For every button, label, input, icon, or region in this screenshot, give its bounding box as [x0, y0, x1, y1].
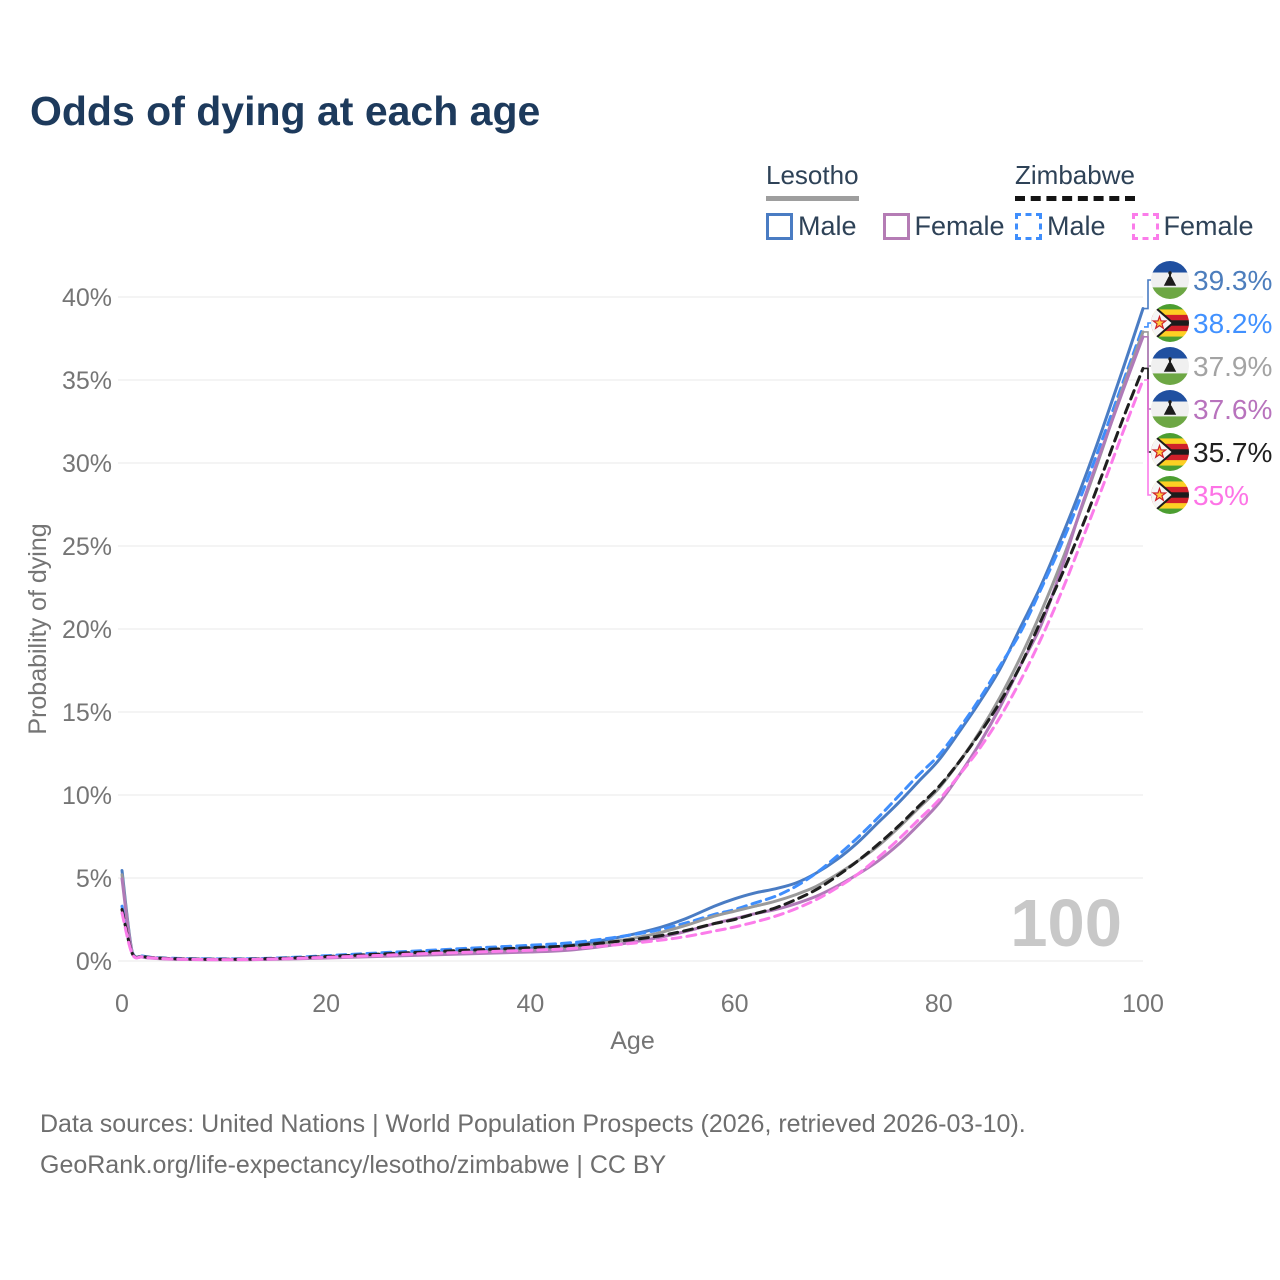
lesotho-female-swatch-icon — [882, 213, 910, 240]
legend-item-lesotho-female[interactable]: Female — [882, 211, 1005, 242]
legend-item-lesotho-male[interactable]: Male — [766, 211, 857, 242]
legend-group-lesotho: Lesotho Male Female — [766, 160, 1005, 242]
x-tick-label: 80 — [925, 990, 953, 1018]
y-tick-label: 0% — [76, 948, 112, 976]
legend-country-lesotho-label: Lesotho — [766, 160, 859, 201]
zimbabwe-flag-icon — [1151, 433, 1189, 471]
end-value-label-zimbabwe-female: 35% — [1193, 480, 1249, 511]
x-tick-label: 40 — [516, 990, 544, 1018]
y-tick-label: 15% — [62, 699, 112, 727]
legend-country-zimbabwe-label: Zimbabwe — [1015, 160, 1135, 201]
zimbabwe-flag-icon — [1151, 304, 1189, 342]
lesotho-flag-icon — [1151, 390, 1189, 428]
y-tick-label: 5% — [76, 865, 112, 893]
x-tick-label: 20 — [312, 990, 340, 1018]
y-tick-label: 40% — [62, 284, 112, 312]
footer-datasource: Data sources: United Nations | World Pop… — [40, 1110, 1026, 1138]
series-line-zimbabwe-male — [120, 325, 1145, 961]
legend-label-lesotho-male: Male — [798, 211, 857, 241]
end-value-label-lesotho-male: 39.3% — [1193, 265, 1272, 296]
end-value-label-zimbabwe-both: 35.7% — [1193, 437, 1272, 468]
footer: Data sources: United Nations | World Pop… — [40, 1104, 1026, 1186]
y-tick-label: 30% — [62, 450, 112, 478]
footer-attribution: GeoRank.org/life-expectancy/lesotho/zimb… — [40, 1151, 667, 1179]
x-tick-label: 60 — [721, 990, 749, 1018]
series-line-zimbabwe-both — [120, 366, 1145, 961]
y-tick-label: 35% — [62, 367, 112, 395]
series-line-lesotho-both — [120, 330, 1145, 962]
lesotho-flag-icon — [1151, 261, 1189, 299]
end-label-connector-zimbabwe-female — [1144, 379, 1151, 496]
y-tick-label: 10% — [62, 782, 112, 810]
y-axis-title: Probability of dying — [24, 523, 52, 734]
lesotho-flag-icon — [1151, 347, 1189, 385]
x-axis-title: Age — [610, 1027, 654, 1055]
age-counter-watermark: 100 — [1010, 886, 1122, 961]
x-tick-label: 100 — [1122, 990, 1164, 1018]
y-tick-label: 25% — [62, 533, 112, 561]
zimbabwe-male-swatch-icon — [1015, 213, 1042, 240]
lesotho-male-swatch-icon — [766, 213, 793, 240]
legend-group-zimbabwe: Zimbabwe Male Female — [1015, 160, 1254, 242]
legend-item-zimbabwe-female[interactable]: Female — [1131, 211, 1254, 242]
end-label-connector-zimbabwe-male — [1144, 322, 1151, 328]
legend-label-zimbabwe-male: Male — [1047, 211, 1106, 241]
series-line-zimbabwe-female — [120, 378, 1145, 962]
legend-item-zimbabwe-male[interactable]: Male — [1015, 211, 1106, 242]
end-value-label-lesotho-both: 37.9% — [1193, 351, 1272, 382]
series-line-lesotho-male — [120, 307, 1145, 961]
page-title: Odds of dying at each age — [30, 88, 541, 134]
x-tick-label: 0 — [115, 990, 129, 1018]
end-label-connector-lesotho-male — [1144, 279, 1151, 310]
end-value-label-lesotho-female: 37.6% — [1193, 394, 1272, 425]
series-line-lesotho-female — [120, 335, 1145, 962]
legend-label-lesotho-female: Female — [914, 211, 1005, 241]
legend-label-zimbabwe-female: Female — [1163, 211, 1254, 241]
y-tick-label: 20% — [62, 616, 112, 644]
end-value-label-zimbabwe-male: 38.2% — [1193, 308, 1272, 339]
zimbabwe-flag-icon — [1151, 476, 1189, 514]
zimbabwe-female-swatch-icon — [1131, 213, 1159, 240]
